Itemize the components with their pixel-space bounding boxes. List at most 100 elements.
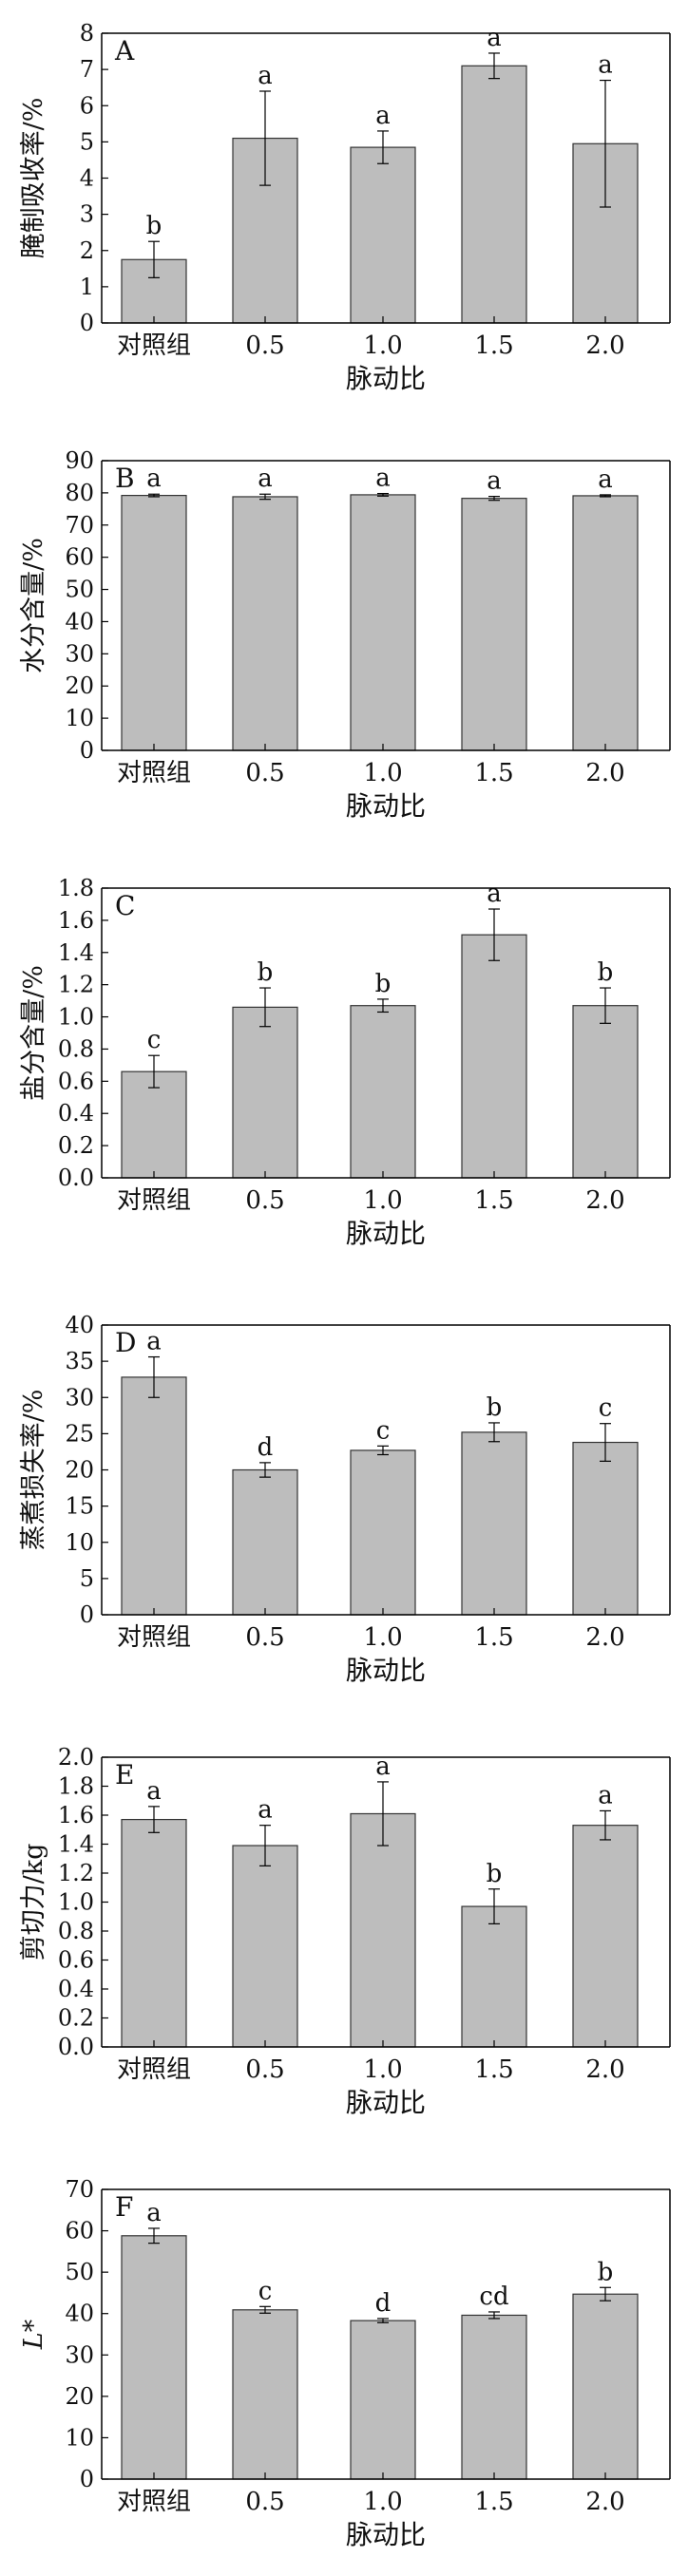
- y-tick-label: 0.2: [58, 1132, 94, 1159]
- y-tick-label: 15: [65, 1493, 94, 1520]
- y-tick-label: 1.4: [58, 939, 94, 966]
- x-tick-label: 对照组: [117, 759, 191, 787]
- significance-letter: c: [147, 1026, 162, 1054]
- y-tick-label: 0: [80, 2466, 94, 2492]
- significance-letter: cd: [479, 2282, 508, 2311]
- y-axis-title: 腌制吸收率/%: [19, 98, 48, 259]
- bar: [350, 146, 416, 324]
- bar: [232, 2309, 298, 2480]
- y-tick-label: 1.8: [58, 1773, 94, 1800]
- y-tick-label: 20: [65, 1457, 94, 1484]
- y-tick-label: 0.0: [58, 1165, 94, 1191]
- bar: [232, 496, 298, 751]
- y-tick-label: 1.2: [58, 1860, 94, 1886]
- y-tick-label: 1.4: [58, 1831, 94, 1858]
- y-tick-label: 30: [65, 1384, 94, 1411]
- x-tick-label: 对照组: [117, 2055, 191, 2084]
- significance-letter: a: [598, 1781, 613, 1809]
- x-tick-label: 1.5: [474, 2488, 513, 2516]
- y-tick-label: 7: [80, 56, 94, 83]
- y-tick-label: 0: [80, 310, 94, 336]
- bar: [461, 1431, 527, 1616]
- x-tick-label: 0.5: [245, 759, 284, 787]
- chart-panel-d: a d c b c 0 5 10 15 20 25 30 35 40 对照组 0.5 1.0 1.5 2.0 D 脉动比…: [19, 1312, 671, 1686]
- y-tick-label: 80: [65, 480, 94, 506]
- y-tick-label: 0.4: [58, 1100, 94, 1127]
- y-tick-label: 6: [80, 92, 94, 119]
- chart-panel-c: c b b a b 0.0 0.2 0.4 0.6 0.8 1.0 1.2 1.4 1.6 1.8 对照组 0.…: [19, 875, 671, 1249]
- significance-letter: a: [258, 1796, 273, 1825]
- y-tick-label: 1.0: [58, 1889, 94, 1916]
- y-tick-label: 0: [80, 737, 94, 764]
- x-tick-label: 1.5: [474, 331, 513, 360]
- y-tick-label: 4: [80, 165, 94, 192]
- significance-letter: a: [146, 464, 162, 493]
- significance-letter: d: [258, 1433, 274, 1462]
- y-tick-label: 30: [65, 2341, 94, 2368]
- bar: [350, 1449, 416, 1616]
- y-tick-label: 5: [80, 1565, 94, 1592]
- significance-letter: b: [487, 1860, 503, 1888]
- y-tick-label: 40: [65, 1312, 94, 1338]
- y-tick-label: 20: [65, 2383, 94, 2410]
- chart-panel-a: b a a a a 0 1 2 3 4 5 6 7 8 对照组 0.5 1.0 1.5 2.0 A 脉动比 腌制吸收率/%: [19, 20, 671, 394]
- y-tick-label: 60: [65, 2218, 94, 2245]
- panel-label: E: [115, 1759, 134, 1790]
- x-tick-label: 0.5: [245, 2055, 284, 2084]
- y-tick-label: 5: [80, 128, 94, 155]
- significance-letter: b: [375, 970, 392, 998]
- significance-letter: d: [375, 2289, 392, 2318]
- y-tick-label: 8: [80, 20, 94, 47]
- bar: [572, 1005, 639, 1179]
- y-axis-title: L*: [19, 2319, 48, 2350]
- significance-letter: a: [375, 464, 391, 493]
- panel-label: A: [114, 35, 135, 66]
- x-tick-label: 0.5: [245, 331, 284, 360]
- y-tick-label: 2: [80, 237, 94, 264]
- y-tick-label: 1.6: [58, 1802, 94, 1828]
- x-tick-label: 0.5: [245, 2488, 284, 2516]
- y-tick-label: 10: [65, 2424, 94, 2451]
- x-tick-label: 2.0: [585, 331, 624, 360]
- bar: [232, 1006, 298, 1179]
- x-tick-label: 1.0: [363, 2488, 402, 2516]
- significance-letter: b: [598, 958, 614, 987]
- significance-letter: b: [258, 958, 274, 987]
- x-tick-label: 2.0: [585, 1623, 624, 1652]
- significance-letter: a: [487, 880, 502, 908]
- significance-letter: a: [146, 1328, 162, 1356]
- y-tick-label: 50: [65, 577, 94, 603]
- y-tick-label: 0.2: [58, 2005, 94, 2032]
- panel-label: F: [115, 2191, 133, 2223]
- y-tick-label: 90: [65, 447, 94, 474]
- x-tick-label: 对照组: [117, 1186, 191, 1215]
- bar: [461, 934, 527, 1179]
- x-tick-label: 1.0: [363, 759, 402, 787]
- y-tick-label: 3: [80, 201, 94, 228]
- y-tick-label: 70: [65, 2176, 94, 2203]
- y-tick-label: 40: [65, 2301, 94, 2327]
- significance-letter: a: [487, 467, 502, 496]
- x-tick-label: 2.0: [585, 2055, 624, 2084]
- y-tick-label: 25: [65, 1420, 94, 1447]
- x-tick-label: 2.0: [585, 2488, 624, 2516]
- y-tick-label: 1.2: [58, 972, 94, 998]
- bar: [461, 65, 527, 324]
- x-tick-label: 0.5: [245, 1623, 284, 1652]
- y-tick-label: 0: [80, 1601, 94, 1628]
- significance-letter: a: [375, 1752, 391, 1781]
- bar: [350, 2320, 416, 2480]
- bar: [121, 494, 187, 751]
- x-tick-label: 1.0: [363, 331, 402, 360]
- x-tick-label: 1.0: [363, 1186, 402, 1215]
- bar: [232, 1468, 298, 1616]
- y-tick-label: 0.8: [58, 1918, 94, 1944]
- bar: [121, 1818, 187, 2048]
- x-tick-label: 2.0: [585, 1186, 624, 1215]
- y-tick-label: 0.6: [58, 1068, 94, 1094]
- bar: [350, 1005, 416, 1179]
- chart-panel-e: aaaba0.00.20.40.60.81.01.21.41.61.82.0对照…: [19, 1744, 671, 2118]
- bar: [461, 498, 527, 751]
- y-tick-label: 0.6: [58, 1947, 94, 1974]
